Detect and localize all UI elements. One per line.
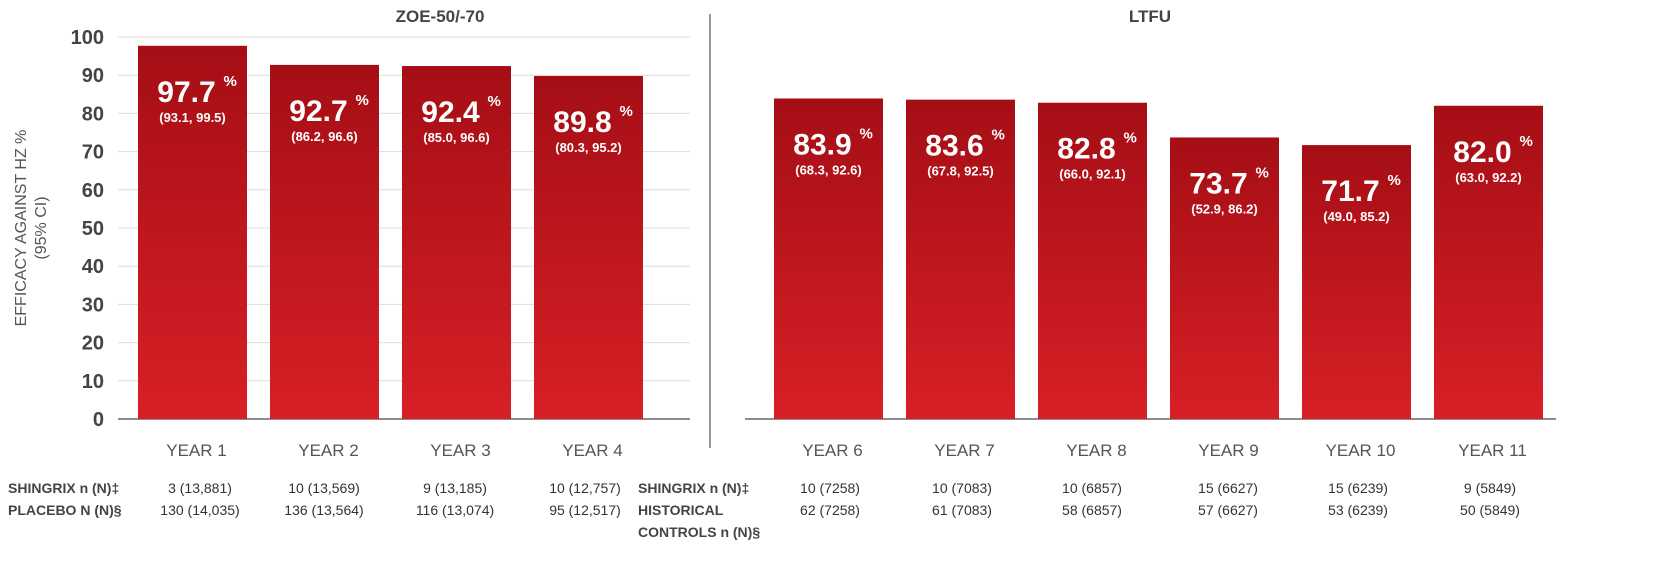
value-label: 92.4 (421, 96, 480, 129)
value-label: 92.7 (289, 95, 347, 128)
table-cell: 10 (7258) (800, 480, 860, 496)
percent-sign: % (1124, 130, 1137, 147)
percent-sign: % (860, 126, 873, 143)
percent-sign: % (224, 73, 237, 90)
bar (1038, 102, 1147, 419)
table-cell: 58 (6857) (1062, 502, 1122, 518)
bar (1170, 137, 1279, 419)
table-cell: 116 (13,074) (415, 502, 495, 518)
value-label: 89.8 (553, 106, 611, 139)
y-tick-label: 40 (82, 256, 104, 278)
table-cell: 10 (7083) (932, 480, 992, 496)
x-tick-label: YEAR 11 (1458, 441, 1527, 460)
table-cell: 3 (13,881) (168, 480, 232, 496)
bar (774, 98, 883, 419)
value-label: 97.7 (157, 76, 215, 109)
percent-sign: % (1256, 164, 1269, 181)
value-label: 82.8 (1057, 133, 1115, 166)
shingrix-row-label: SHINGRIX n (N)‡ (638, 480, 750, 496)
table-cell: 50 (5849) (1460, 502, 1520, 518)
table-cell: 130 (14,035) (160, 502, 240, 518)
value-label: 83.6 (925, 130, 983, 163)
value-label: 73.7 (1189, 167, 1247, 200)
bar (402, 66, 511, 420)
table-cell: 61 (7083) (932, 502, 992, 518)
panel-title: LTFU (1129, 7, 1171, 26)
y-tick-label: 100 (71, 27, 104, 49)
ci-label: (68.3, 92.6) (795, 163, 862, 178)
y-tick-label: 50 (82, 218, 104, 240)
percent-sign: % (992, 127, 1005, 144)
bar (270, 64, 379, 420)
ci-label: (49.0, 85.2) (1323, 209, 1390, 224)
ci-label: (52.9, 86.2) (1191, 201, 1258, 216)
value-label: 71.7 (1321, 175, 1379, 208)
table-cell: 15 (6627) (1198, 480, 1258, 496)
x-tick-label: YEAR 1 (166, 441, 226, 460)
ci-label: (86.2, 96.6) (291, 129, 358, 144)
shingrix-row-label: SHINGRIX n (N)‡ (8, 480, 120, 496)
value-label: 83.9 (793, 129, 851, 162)
table-cell: 9 (5849) (1463, 480, 1517, 496)
percent-sign: % (488, 93, 501, 110)
bar (1434, 105, 1543, 419)
y-tick-label: 90 (82, 65, 104, 87)
bar (906, 99, 1015, 419)
percent-sign: % (356, 92, 369, 109)
x-tick-label: YEAR 8 (1066, 441, 1126, 460)
ci-label: (67.8, 92.5) (927, 164, 994, 179)
table-cell: 10 (6857) (1062, 480, 1122, 496)
y-tick-label: 60 (82, 180, 104, 202)
bar (1302, 145, 1411, 419)
bar (138, 45, 247, 419)
placebo-row-label: PLACEBO N (N)§ (8, 502, 122, 518)
ci-label: (85.0, 96.6) (423, 130, 490, 145)
percent-sign: % (1520, 133, 1533, 150)
table-cell: 10 (13,569) (288, 480, 360, 496)
x-tick-label: YEAR 4 (562, 441, 622, 460)
x-tick-label: YEAR 9 (1198, 441, 1258, 460)
x-tick-label: YEAR 10 (1326, 441, 1396, 460)
table-cell: 62 (7258) (800, 502, 860, 518)
percent-sign: % (1388, 172, 1401, 189)
value-label: 82.0 (1453, 136, 1511, 169)
y-tick-label: 20 (82, 333, 104, 355)
x-tick-label: YEAR 6 (802, 441, 862, 460)
y-tick-label: 0 (93, 409, 104, 431)
table-cell: 57 (6627) (1198, 502, 1258, 518)
bar (534, 75, 643, 420)
table-cell: 53 (6239) (1328, 502, 1388, 518)
ci-label: (63.0, 92.2) (1455, 170, 1522, 185)
y-axis-label: EFFICACY AGAINST HZ % (13, 130, 30, 327)
table-cell: 9 (13,185) (423, 480, 487, 496)
table-cell: 136 (13,564) (284, 502, 364, 518)
y-axis-label-ci: (95% CI) (33, 196, 50, 259)
table-cell: 95 (12,517) (549, 502, 621, 518)
y-tick-label: 70 (82, 142, 104, 164)
x-tick-label: YEAR 2 (298, 441, 358, 460)
ci-label: (80.3, 95.2) (555, 140, 622, 155)
historical-row-label: HISTORICAL (638, 502, 724, 518)
percent-sign: % (620, 103, 633, 120)
y-tick-label: 30 (82, 294, 104, 316)
y-tick-label: 10 (82, 371, 104, 393)
ci-label: (93.1, 99.5) (159, 110, 226, 125)
x-tick-label: YEAR 3 (430, 441, 490, 460)
historical-row-label-2: CONTROLS n (N)§ (638, 524, 761, 540)
ci-label: (66.0, 92.1) (1059, 167, 1126, 182)
x-tick-label: YEAR 7 (934, 441, 994, 460)
table-cell: 15 (6239) (1328, 480, 1388, 496)
y-tick-label: 80 (82, 103, 104, 125)
panel-title: ZOE-50/-70 (396, 7, 485, 26)
table-cell: 10 (12,757) (549, 480, 621, 496)
